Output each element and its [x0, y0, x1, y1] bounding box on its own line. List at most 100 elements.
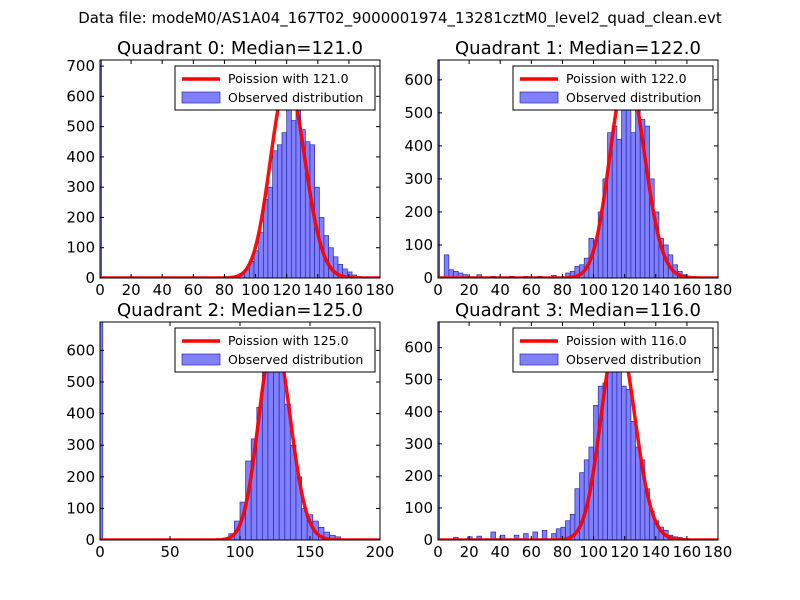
y-tick-label: 400 [404, 137, 433, 155]
y-tick-label: 300 [66, 436, 95, 454]
y-tick-label: 500 [404, 371, 433, 389]
y-tick-label: 100 [404, 499, 433, 517]
x-tick-label: 40 [491, 543, 510, 561]
poisson-curve [438, 71, 718, 278]
x-tick-label: 0 [433, 281, 443, 299]
histogram-bar [611, 125, 618, 278]
panel-title: Quadrant 3: Median=116.0 [455, 300, 701, 321]
x-tick-label: 200 [366, 543, 395, 561]
axes-frame [437, 59, 719, 279]
panel-quadrant-2: 0 50 100 150 200 0 100 200 300 400 500 600 Quadrant … [66, 300, 394, 561]
poisson-curve [100, 79, 380, 278]
histogram-bar [621, 385, 627, 540]
x-tick-label: 160 [673, 543, 702, 561]
legend-line-label: Poission with 121.0 [228, 71, 349, 86]
y-tick-label: 300 [404, 435, 433, 453]
panel-quadrant-3: 0 20 40 60 80 100 120 140 160 1800100200300400500… [404, 300, 732, 561]
y-tick-label: 600 [66, 87, 95, 105]
x-tick-label: 150 [296, 543, 325, 561]
x-tick-label: 40 [491, 281, 510, 299]
legend: Poission with 122.0 Observed distribution [512, 65, 714, 111]
histogram-bar [100, 60, 102, 278]
x-tick-label: 120 [272, 281, 301, 299]
legend-bar-swatch [181, 91, 221, 104]
x-tick-label: 80 [215, 281, 234, 299]
histogram-bar [443, 254, 450, 278]
x-tick-label: 100 [579, 281, 608, 299]
y-tick-label: 200 [404, 203, 433, 221]
legend-bar-label: Observed distribution [566, 352, 701, 367]
legend: Poission with 125.0 Observed distribution [174, 327, 376, 373]
x-tick-label: 120 [610, 543, 639, 561]
x-tick-label: 0 [95, 281, 105, 299]
x-tick-label: 80 [553, 543, 572, 561]
histogram-bar [523, 533, 529, 540]
y-tick-label: 0 [85, 269, 95, 287]
panel-quadrant-1: 0 20 40 60 80 100 120 140 160 1800100200300400500… [404, 38, 732, 299]
y-tick-label: 200 [66, 208, 95, 226]
histogram-bar [611, 347, 618, 540]
y-tick-label: 300 [66, 178, 95, 196]
x-tick-label: 180 [704, 543, 733, 561]
y-tick-label: 500 [66, 118, 95, 136]
y-tick-label: 400 [66, 148, 95, 166]
histogram-bar [290, 120, 297, 278]
histogram-bar [276, 144, 283, 278]
legend-bar-swatch [181, 353, 221, 366]
histogram-bar [607, 360, 613, 540]
y-tick-label: 0 [423, 531, 433, 549]
histogram-bar [438, 322, 440, 540]
y-tick-label: 600 [404, 339, 433, 357]
y-tick-label: 600 [404, 71, 433, 89]
panel-quadrant-0: 0 20 40 60 80 100 120 140 160 1800100200300400500… [66, 38, 394, 299]
histogram-bar [621, 99, 627, 278]
x-tick-label: 60 [522, 543, 541, 561]
histogram-bar [286, 80, 292, 278]
histogram-bar [476, 535, 482, 540]
x-tick-label: 160 [335, 281, 364, 299]
histogram-bar [438, 60, 440, 278]
y-tick-label: 500 [66, 373, 95, 391]
legend-line-label: Poission with 122.0 [566, 71, 687, 86]
histogram-bar [616, 138, 622, 278]
legend-bar-label: Observed distribution [228, 352, 363, 367]
histogram-bar [267, 186, 274, 278]
legend-bar-swatch [519, 91, 559, 104]
y-tick-label: 0 [85, 531, 95, 549]
histogram-bar [278, 369, 286, 540]
legend: Poission with 116.0 Observed distribution [512, 327, 714, 373]
histogram-bar [625, 388, 632, 540]
y-tick-label: 700 [66, 57, 95, 75]
histogram-bar [258, 232, 264, 278]
figure-suptitle: Data file: modeM0/AS1A04_167T02_90000019… [78, 9, 722, 28]
histogram-bar [281, 132, 288, 278]
x-tick-label: 60 [522, 281, 541, 299]
x-tick-label: 20 [460, 281, 479, 299]
x-tick-label: 160 [673, 281, 702, 299]
x-tick-label: 100 [226, 543, 255, 561]
x-tick-label: 140 [641, 281, 670, 299]
x-tick-label: 60 [184, 281, 203, 299]
legend-line-label: Poission with 125.0 [228, 333, 349, 348]
x-tick-label: 100 [579, 543, 608, 561]
y-tick-label: 300 [404, 170, 433, 188]
x-tick-label: 20 [460, 543, 479, 561]
y-tick-label: 200 [404, 467, 433, 485]
y-tick-label: 100 [66, 499, 95, 517]
y-tick-label: 500 [404, 104, 433, 122]
y-tick-label: 0 [423, 269, 433, 287]
histogram-bar [272, 150, 278, 278]
y-tick-label: 100 [66, 239, 95, 257]
legend: Poission with 121.0 Observed distribution [174, 65, 376, 111]
legend-line-label: Poission with 116.0 [566, 333, 687, 348]
y-tick-label: 100 [404, 236, 433, 254]
panel-title: Quadrant 1: Median=122.0 [455, 38, 701, 59]
x-tick-label: 0 [95, 543, 105, 561]
axes-frame [437, 321, 719, 541]
x-tick-label: 0 [433, 543, 443, 561]
histogram-bar [267, 343, 274, 540]
x-tick-label: 180 [704, 281, 733, 299]
legend-bar-swatch [519, 353, 559, 366]
